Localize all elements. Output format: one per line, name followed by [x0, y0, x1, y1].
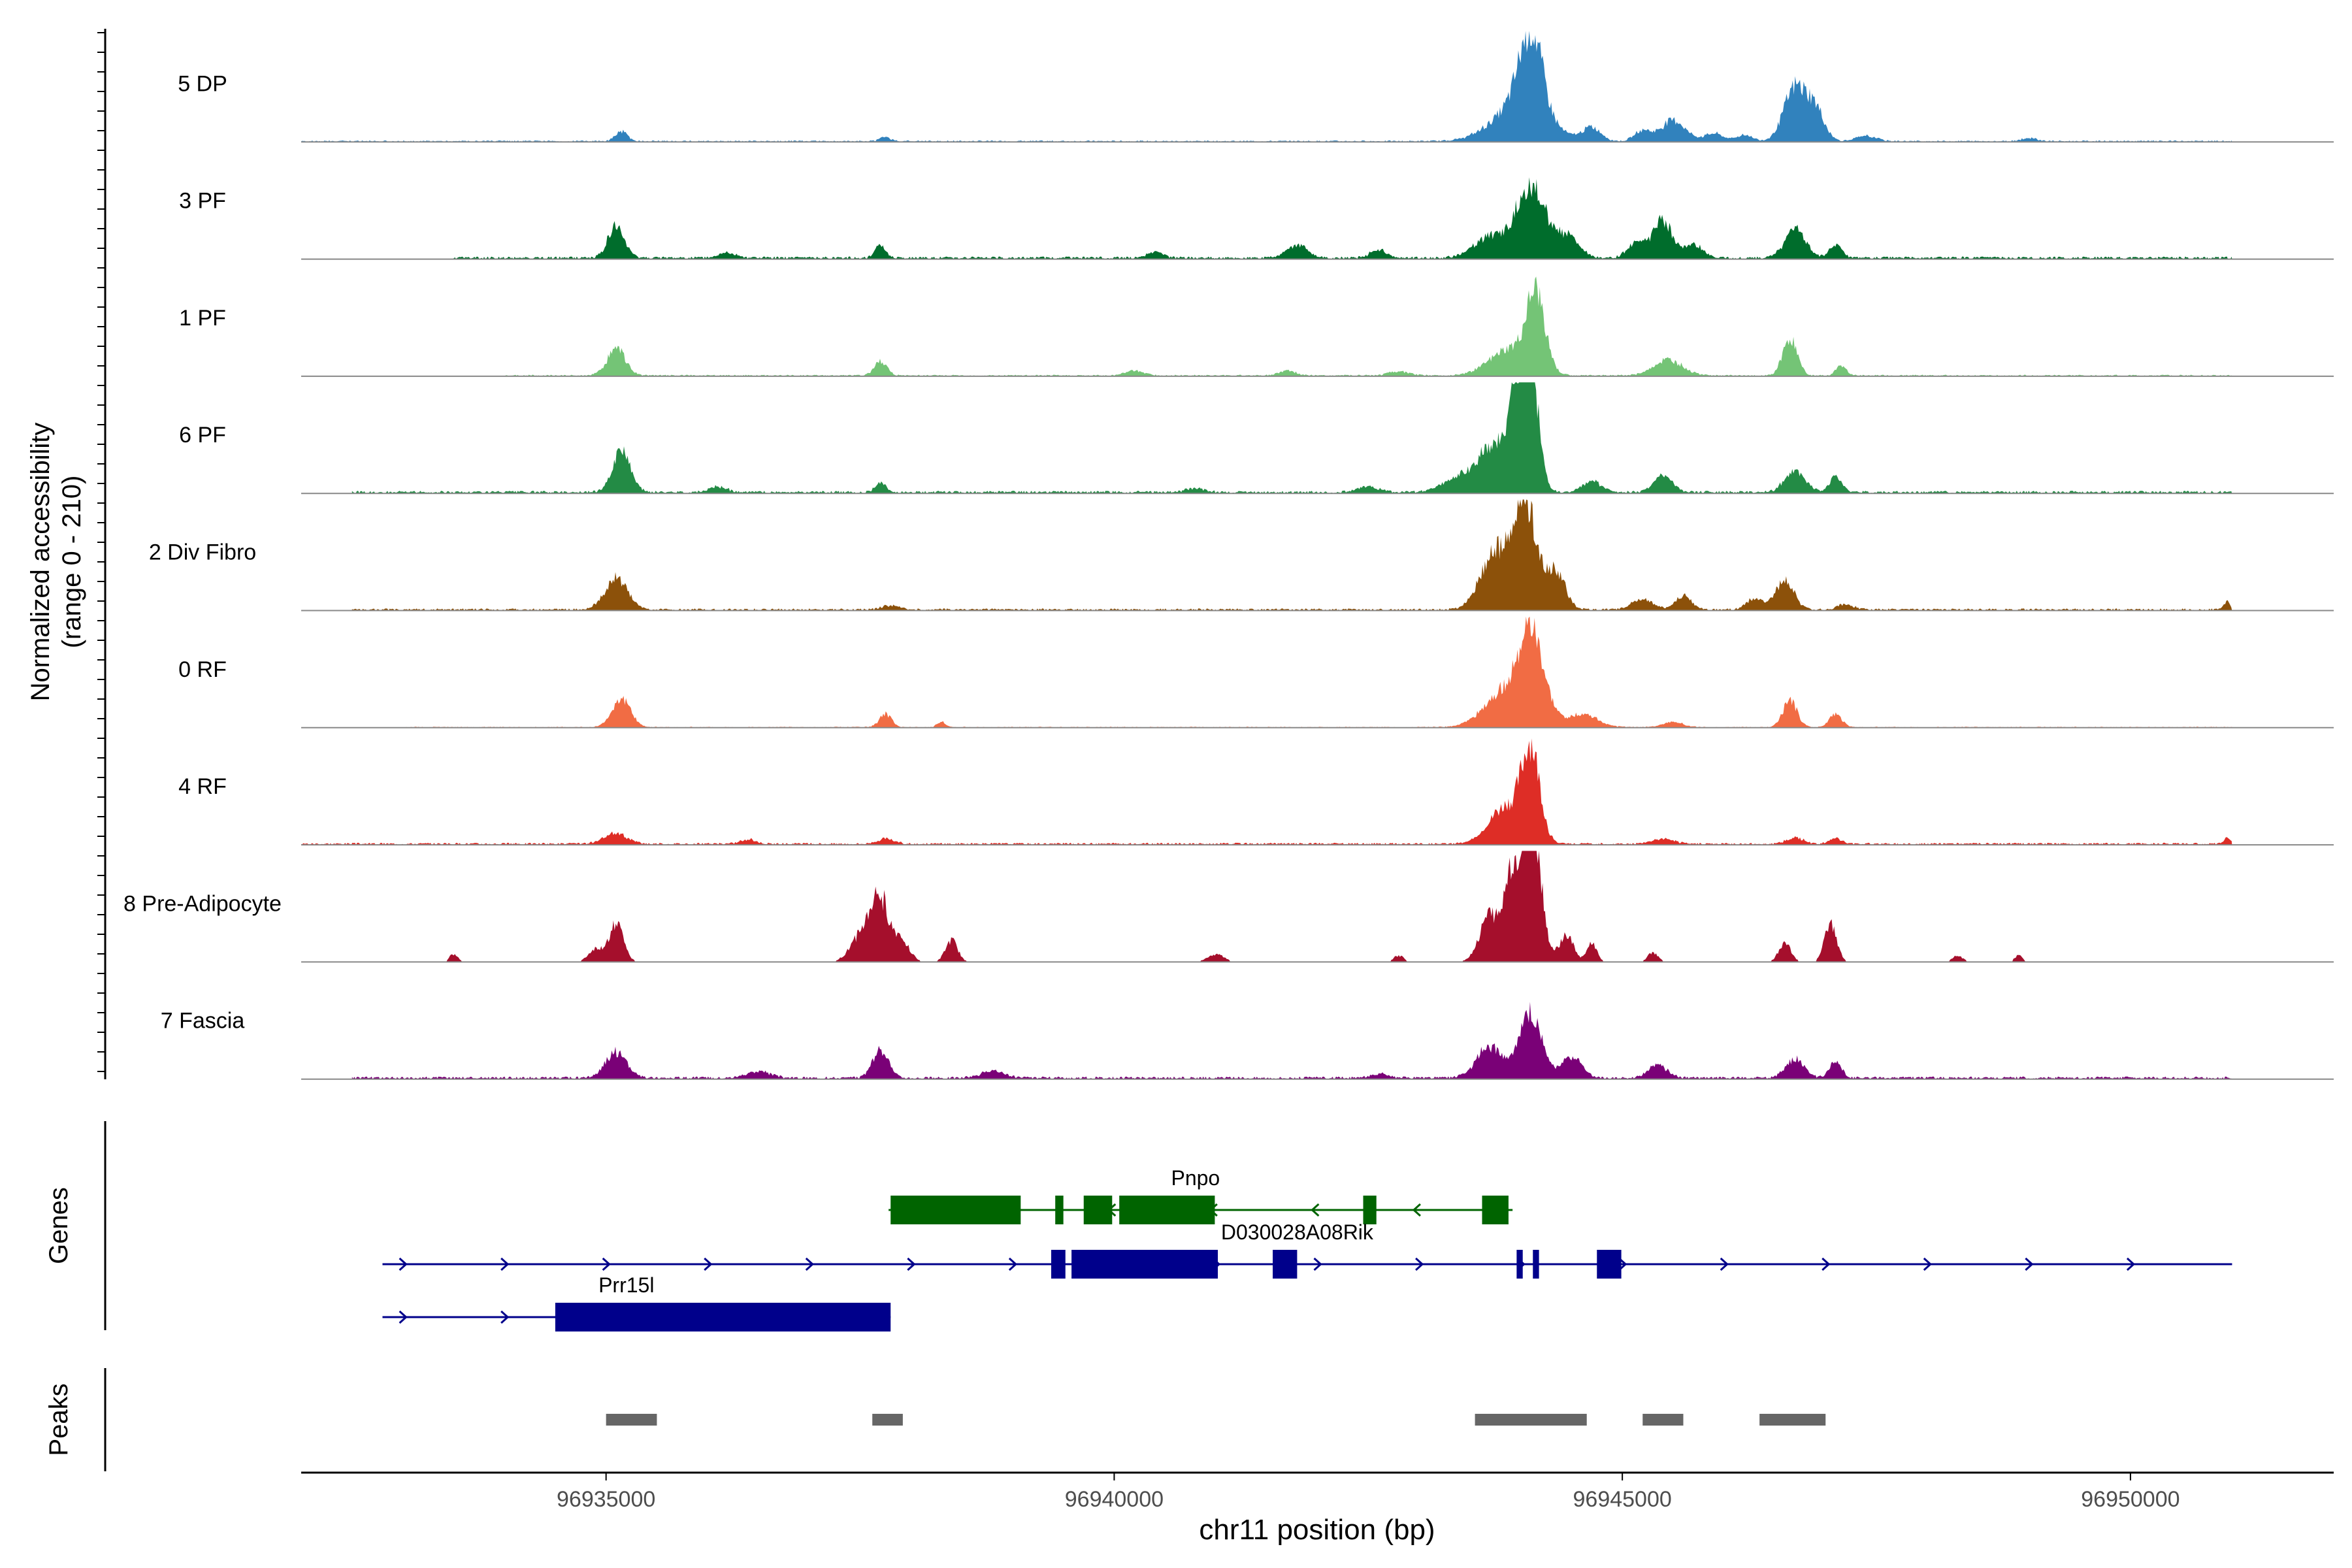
- exon: [1516, 1250, 1523, 1279]
- x-tick-label: 96945000: [1573, 1487, 1672, 1512]
- x-tick-label: 96940000: [1065, 1487, 1164, 1512]
- track-5: 2 Div Fibro: [149, 499, 2334, 612]
- y-axis-title: Normalized accessibility (range 0 - 210): [26, 423, 86, 702]
- x-axis-ticks: 96935000 96940000 96945000 96950000: [557, 1473, 2180, 1512]
- track-label: 8 Pre-Adipocyte: [123, 891, 282, 916]
- track-label: 0 RF: [178, 657, 227, 682]
- exon: [1273, 1250, 1298, 1279]
- peak-region: [1642, 1414, 1684, 1426]
- exon: [1533, 1250, 1539, 1279]
- track-label: 1 PF: [179, 306, 226, 331]
- gene-label: Pnpo: [1171, 1166, 1220, 1190]
- strand-arrow: [1313, 1257, 1322, 1271]
- track-2: 3 PF: [179, 177, 2334, 260]
- track-label: 3 PF: [179, 189, 226, 214]
- coverage-area: [453, 177, 2232, 259]
- track-label: 6 PF: [179, 423, 226, 448]
- exon: [1363, 1196, 1377, 1224]
- genes-panel-label: Genes: [44, 1187, 73, 1264]
- x-tick-label: 96950000: [2081, 1487, 2180, 1512]
- track-label: 2 Div Fibro: [149, 540, 256, 565]
- exon: [1597, 1250, 1622, 1279]
- peak-region: [606, 1414, 657, 1426]
- gene-annotations: Pnpo D030028A08Rik Prr15l: [382, 1166, 2232, 1331]
- track-1: 5 DP: [178, 31, 2334, 143]
- exon: [1083, 1196, 1113, 1224]
- exon: [1119, 1196, 1215, 1224]
- y-axis-title-line2: (range 0 - 210): [57, 476, 86, 649]
- track-label: 5 DP: [178, 71, 227, 96]
- strand-arrow: [2025, 1257, 2034, 1271]
- exon: [1055, 1196, 1064, 1224]
- strand-arrow: [1415, 1257, 1424, 1271]
- strand-arrow: [907, 1257, 916, 1271]
- x-axis-title: chr11 position (bp): [1199, 1514, 1435, 1546]
- track-7: 4 RF: [178, 738, 2334, 846]
- strand-arrow: [500, 1257, 510, 1271]
- peak-region: [1759, 1414, 1826, 1426]
- strand-arrow: [399, 1257, 408, 1271]
- strand-arrow: [1821, 1257, 1831, 1271]
- gene-label: Prr15l: [598, 1273, 654, 1297]
- strand-arrow: [805, 1257, 814, 1271]
- strand-arrow: [1923, 1257, 1933, 1271]
- gene-Prr15l: Prr15l: [382, 1273, 891, 1331]
- strand-arrow: [2126, 1257, 2136, 1271]
- x-tick-label: 96935000: [557, 1487, 655, 1512]
- strand-arrow: [1720, 1257, 1729, 1271]
- strand-arrow: [602, 1257, 611, 1271]
- strand-arrow: [1008, 1257, 1018, 1271]
- exon: [1051, 1250, 1066, 1279]
- peaks-panel-label: Peaks: [44, 1383, 73, 1456]
- exon: [555, 1303, 891, 1331]
- track-9: 7 Fascia: [161, 1002, 2334, 1080]
- exon: [1482, 1196, 1509, 1224]
- strand-arrow: [704, 1257, 713, 1271]
- coverage-y-ticks: [97, 32, 105, 1072]
- exon: [890, 1196, 1021, 1224]
- track-8: 8 Pre-Adipocyte: [123, 851, 2334, 963]
- peak-region: [1475, 1414, 1587, 1426]
- peak-regions: [606, 1414, 1826, 1426]
- y-axis-title-line1: Normalized accessibility: [26, 423, 55, 702]
- gene-label: D030028A08Rik: [1221, 1220, 1374, 1244]
- track-label: 4 RF: [178, 774, 227, 799]
- peak-region: [872, 1414, 903, 1426]
- strand-arrow: [1412, 1203, 1421, 1217]
- track-4: 6 PF: [179, 382, 2334, 495]
- strand-arrow: [1311, 1203, 1320, 1217]
- track-3: 1 PF: [179, 276, 2334, 377]
- track-6: 0 RF: [178, 616, 2334, 728]
- track-label: 7 Fascia: [161, 1009, 245, 1034]
- gene-Pnpo: Pnpo: [889, 1166, 1513, 1224]
- exon: [1071, 1250, 1218, 1279]
- gene-D030028A08Rik: D030028A08Rik: [382, 1220, 2232, 1279]
- coverage-tracks: 5 DP 3 PF 1 PF 6 PF 2 Div Fibro 0 RF 4 RF 8 Pre…: [123, 31, 2334, 1080]
- strand-arrow: [500, 1310, 510, 1324]
- strand-arrow: [399, 1310, 408, 1324]
